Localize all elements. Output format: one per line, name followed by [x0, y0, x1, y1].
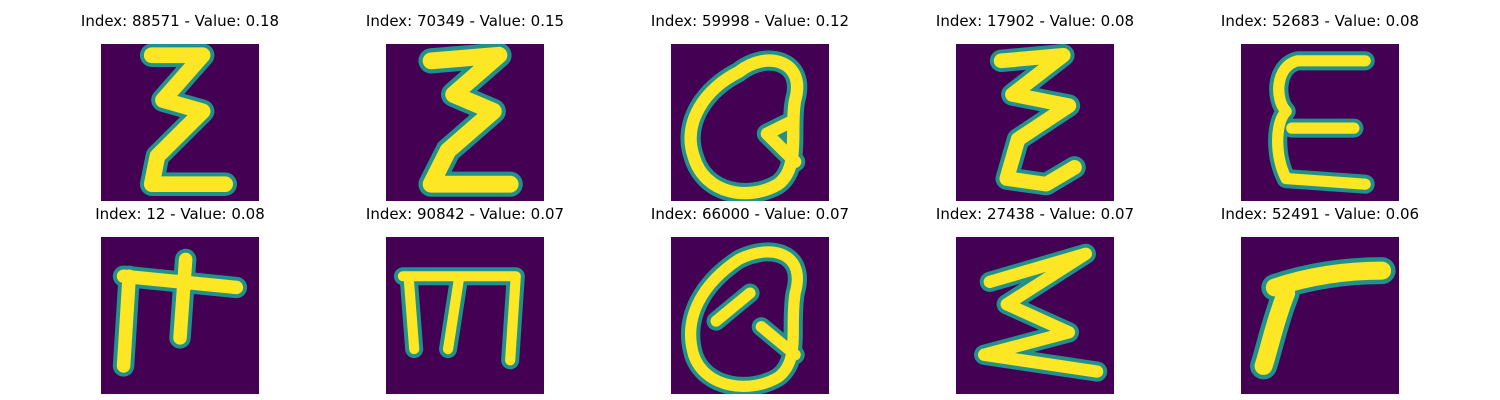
handwritten-glyph-image — [101, 44, 259, 201]
panel-6: Index: 12 - Value: 0.08 — [38, 202, 322, 394]
panel-2: Index: 70349 - Value: 0.15 — [323, 9, 607, 201]
handwritten-glyph-image — [956, 237, 1114, 394]
handwritten-glyph-image — [1241, 44, 1399, 201]
panel-title: Index: 66000 - Value: 0.07 — [650, 205, 850, 223]
panel-title: Index: 17902 - Value: 0.08 — [935, 12, 1135, 30]
panel-title: Index: 70349 - Value: 0.15 — [365, 12, 565, 30]
handwritten-glyph-image — [1241, 237, 1399, 394]
handwritten-glyph-image — [671, 237, 829, 394]
panel-4: Index: 17902 - Value: 0.08 — [893, 9, 1177, 201]
panel-8: Index: 66000 - Value: 0.07 — [608, 202, 892, 394]
panel-7: Index: 90842 - Value: 0.07 — [323, 202, 607, 394]
panel-3: Index: 59998 - Value: 0.12 — [608, 9, 892, 201]
handwritten-glyph-image — [101, 237, 259, 394]
handwritten-glyph-image — [386, 44, 544, 201]
panel-title: Index: 52491 - Value: 0.06 — [1220, 205, 1420, 223]
panel-10: Index: 52491 - Value: 0.06 — [1178, 202, 1462, 394]
panel-title: Index: 27438 - Value: 0.07 — [935, 205, 1135, 223]
panel-title: Index: 12 - Value: 0.08 — [95, 205, 265, 223]
handwritten-glyph-image — [671, 44, 829, 201]
panel-title: Index: 88571 - Value: 0.18 — [80, 12, 280, 30]
panel-1: Index: 88571 - Value: 0.18 — [38, 9, 322, 201]
panel-5: Index: 52683 - Value: 0.08 — [1178, 9, 1462, 201]
panel-9: Index: 27438 - Value: 0.07 — [893, 202, 1177, 394]
handwritten-glyph-image — [386, 237, 544, 394]
panel-title: Index: 52683 - Value: 0.08 — [1220, 12, 1420, 30]
panel-title: Index: 90842 - Value: 0.07 — [365, 205, 565, 223]
handwritten-glyph-image — [956, 44, 1114, 201]
panel-title: Index: 59998 - Value: 0.12 — [650, 12, 850, 30]
